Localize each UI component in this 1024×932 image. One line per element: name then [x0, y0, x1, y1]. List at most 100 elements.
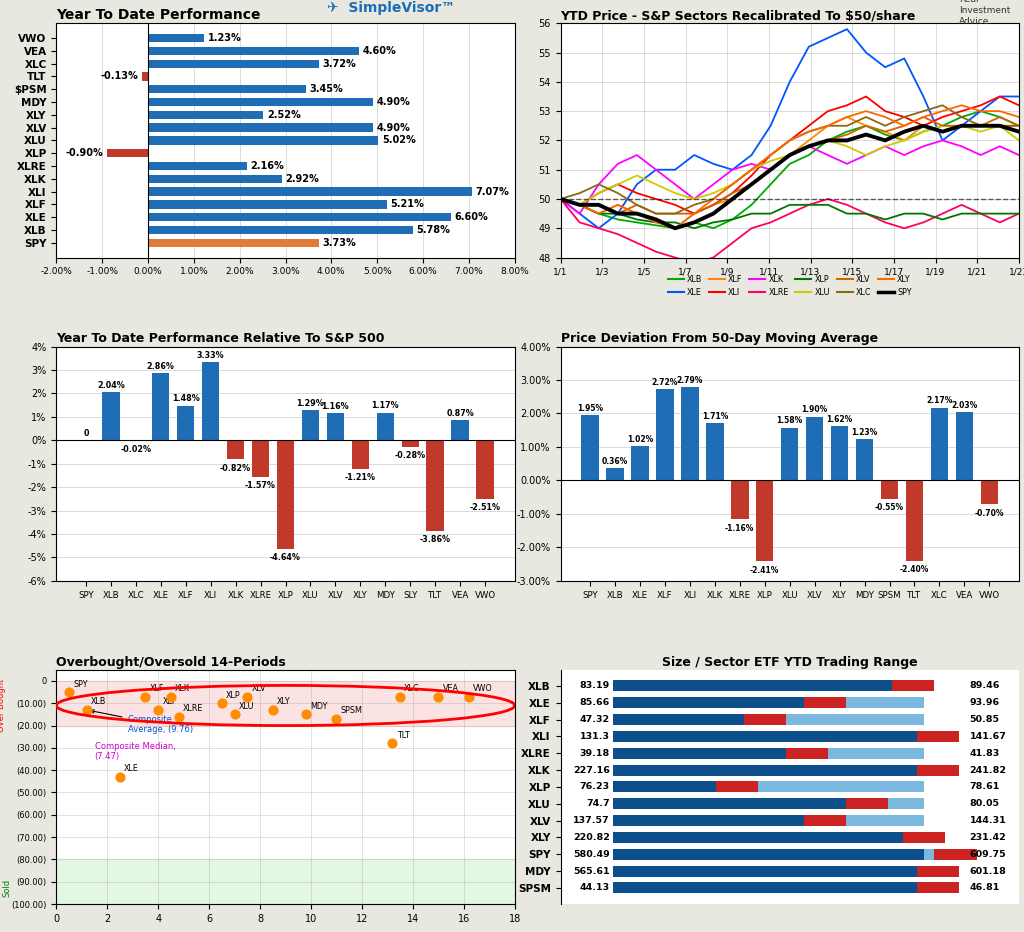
- Text: XLV: XLV: [252, 684, 266, 693]
- Text: XLF: XLF: [150, 684, 164, 693]
- Bar: [148, 98, 373, 106]
- Bar: [804, 816, 924, 826]
- Text: XLU: XLU: [239, 702, 254, 711]
- Text: 74.7: 74.7: [587, 800, 610, 808]
- Bar: [452, 420, 469, 440]
- Text: XLY: XLY: [276, 697, 291, 706]
- Bar: [716, 781, 758, 792]
- Bar: [102, 392, 120, 440]
- Bar: [152, 373, 170, 440]
- Text: 137.57: 137.57: [573, 816, 610, 825]
- Bar: [327, 413, 344, 440]
- Bar: [756, 480, 773, 561]
- Bar: [606, 469, 624, 480]
- Text: 85.66: 85.66: [580, 698, 610, 707]
- Text: 83.19: 83.19: [580, 681, 610, 691]
- Text: Real
Investment
Advice: Real Investment Advice: [959, 0, 1011, 26]
- Bar: [351, 440, 369, 469]
- Point: [226, 707, 243, 722]
- Bar: [916, 764, 924, 775]
- Text: -1.21%: -1.21%: [345, 473, 376, 482]
- Bar: [476, 440, 494, 499]
- Bar: [613, 866, 916, 877]
- Bar: [881, 480, 898, 499]
- Text: 80.05: 80.05: [970, 800, 999, 808]
- Bar: [934, 849, 977, 859]
- Text: Over
Sold: Over Sold: [0, 877, 11, 898]
- Text: -2.51%: -2.51%: [470, 503, 501, 513]
- Bar: [148, 239, 318, 247]
- Text: 2.16%: 2.16%: [251, 161, 285, 171]
- Point: [163, 689, 179, 704]
- Bar: [227, 440, 245, 459]
- Text: XLRE: XLRE: [182, 704, 203, 713]
- Text: VWO: VWO: [473, 684, 493, 693]
- Bar: [916, 866, 958, 877]
- Bar: [955, 413, 973, 480]
- Bar: [148, 60, 318, 68]
- Point: [329, 711, 345, 726]
- Text: 39.18: 39.18: [580, 748, 610, 758]
- Text: ✈  SimpleVisor™: ✈ SimpleVisor™: [327, 1, 455, 15]
- Text: 2.03%: 2.03%: [951, 401, 978, 410]
- Text: -0.82%: -0.82%: [220, 463, 251, 473]
- Bar: [56, 681, 515, 726]
- Text: 241.82: 241.82: [970, 765, 1007, 774]
- Bar: [613, 714, 743, 725]
- Text: 4.90%: 4.90%: [376, 97, 410, 107]
- Text: 1.48%: 1.48%: [172, 394, 200, 404]
- Bar: [892, 680, 924, 692]
- Point: [461, 689, 477, 704]
- Text: -0.13%: -0.13%: [100, 72, 138, 81]
- Text: 1.23%: 1.23%: [851, 428, 878, 437]
- Bar: [613, 680, 892, 692]
- Bar: [924, 849, 934, 859]
- Bar: [806, 417, 823, 480]
- Text: 0.87%: 0.87%: [446, 408, 474, 418]
- Text: 0.36%: 0.36%: [602, 457, 628, 466]
- Bar: [916, 764, 958, 775]
- Bar: [148, 162, 247, 171]
- Bar: [582, 415, 599, 480]
- Text: XLP: XLP: [226, 691, 241, 700]
- Bar: [377, 413, 394, 440]
- Bar: [613, 799, 846, 809]
- Text: XLB: XLB: [91, 697, 106, 706]
- Bar: [731, 480, 749, 519]
- Text: 144.31: 144.31: [970, 816, 1007, 825]
- Text: 1.23%: 1.23%: [208, 34, 242, 43]
- Text: 3.33%: 3.33%: [197, 351, 224, 360]
- Bar: [148, 187, 472, 196]
- Text: -3.86%: -3.86%: [420, 535, 451, 544]
- Bar: [613, 731, 916, 742]
- Text: XLE: XLE: [124, 764, 139, 774]
- Text: 609.75: 609.75: [970, 850, 1007, 858]
- Point: [384, 736, 400, 751]
- Point: [240, 689, 256, 704]
- Bar: [613, 849, 934, 859]
- Bar: [781, 428, 799, 480]
- Bar: [148, 213, 451, 221]
- Text: 89.46: 89.46: [970, 681, 999, 691]
- Text: -4.64%: -4.64%: [270, 554, 301, 562]
- Text: 1.58%: 1.58%: [776, 417, 803, 425]
- Bar: [631, 446, 649, 480]
- Text: 2.79%: 2.79%: [677, 376, 703, 385]
- Text: 3.72%: 3.72%: [323, 59, 356, 69]
- Point: [430, 689, 446, 704]
- Text: 44.13: 44.13: [580, 884, 610, 893]
- Bar: [786, 747, 924, 759]
- Bar: [916, 883, 924, 894]
- Bar: [148, 123, 373, 131]
- Text: 1.62%: 1.62%: [826, 415, 853, 424]
- Text: 4.90%: 4.90%: [376, 123, 410, 132]
- Text: MDY: MDY: [310, 702, 328, 711]
- Text: 565.61: 565.61: [573, 867, 610, 875]
- Text: 1.02%: 1.02%: [627, 435, 653, 444]
- Text: -2.41%: -2.41%: [750, 566, 779, 575]
- Text: 1.29%: 1.29%: [297, 399, 325, 407]
- Text: 2.72%: 2.72%: [651, 378, 678, 387]
- Text: SPY: SPY: [74, 679, 88, 689]
- Bar: [613, 747, 786, 759]
- Text: 0: 0: [83, 429, 89, 438]
